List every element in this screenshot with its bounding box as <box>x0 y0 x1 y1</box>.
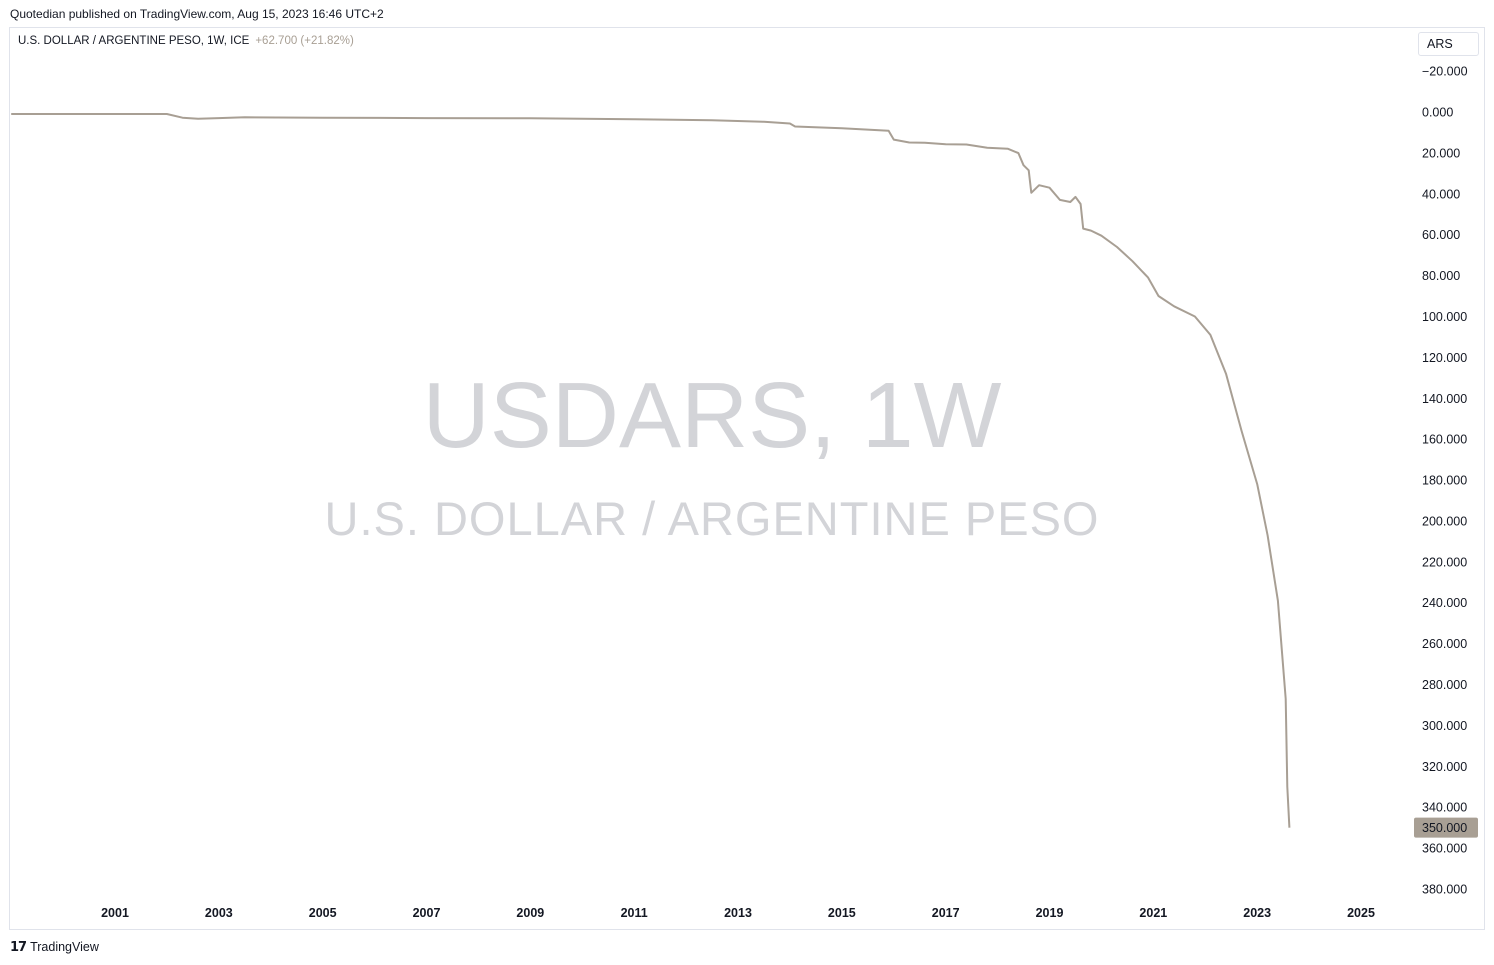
y-tick-label: 380.000 <box>1422 883 1467 897</box>
currency-button[interactable]: ARS <box>1418 32 1479 56</box>
y-tick-label: −20.000 <box>1422 65 1468 79</box>
x-tick-label: 2017 <box>932 906 960 920</box>
last-price-badge <box>1414 817 1478 838</box>
x-tick-label: 2025 <box>1347 906 1375 920</box>
y-tick-label: 260.000 <box>1422 637 1467 651</box>
x-tick-label: 2021 <box>1139 906 1167 920</box>
y-tick-label: 280.000 <box>1422 678 1467 692</box>
y-tick-label: 320.000 <box>1422 760 1467 774</box>
y-tick-label: 220.000 <box>1422 555 1467 569</box>
y-tick-label: 40.000 <box>1422 187 1460 201</box>
y-tick-label: 100.000 <box>1422 310 1467 324</box>
y-axis: −20.000 0.000 20.000 40.000 60.000 80.000 100.… <box>1422 65 1468 897</box>
x-tick-label: 2009 <box>516 906 544 920</box>
x-tick-label: 2023 <box>1243 906 1271 920</box>
x-tick-label: 2019 <box>1036 906 1064 920</box>
tradingview-logo-icon: 𝟭𝟳 <box>10 939 27 954</box>
series-line <box>11 113 1291 828</box>
footer: 𝟭𝟳 TradingView <box>10 939 99 955</box>
y-tick-label: 120.000 <box>1422 351 1467 365</box>
y-tick-label: 160.000 <box>1422 433 1467 447</box>
y-tick-label: 140.000 <box>1422 392 1467 406</box>
legend-symbol: U.S. DOLLAR / ARGENTINE PESO, 1W, ICE <box>18 35 250 47</box>
y-tick-label: 60.000 <box>1422 228 1460 242</box>
y-tick-label: 80.000 <box>1422 269 1460 283</box>
chart-frame <box>9 27 1485 930</box>
footer-brand: TradingView <box>30 940 99 954</box>
chart-legend: U.S. DOLLAR / ARGENTINE PESO, 1W, ICE +62… <box>18 35 354 47</box>
x-tick-label: 2005 <box>309 906 337 920</box>
y-tick-label: 180.000 <box>1422 474 1467 488</box>
x-tick-label: 2007 <box>413 906 441 920</box>
y-tick-label: 240.000 <box>1422 596 1467 610</box>
x-tick-label: 2013 <box>724 906 752 920</box>
x-tick-label: 2015 <box>828 906 856 920</box>
y-tick-label: 0.000 <box>1422 106 1453 120</box>
x-tick-label: 2001 <box>101 906 129 920</box>
y-tick-label: 300.000 <box>1422 719 1467 733</box>
last-price-label: 350.000 <box>1422 821 1467 835</box>
last-price-marker: 350.000 <box>1414 817 1478 838</box>
x-tick-label: 2003 <box>205 906 233 920</box>
watermark-name: U.S. DOLLAR / ARGENTINE PESO <box>325 492 1100 545</box>
y-tick-label: 360.000 <box>1422 842 1467 856</box>
publisher-line: Quotedian published on TradingView.com, … <box>10 7 384 21</box>
x-tick-label: 2011 <box>621 906 648 920</box>
y-tick-label: 340.000 <box>1422 801 1467 815</box>
watermark-ticker: USDARS, 1W <box>423 363 1002 467</box>
legend-change: +62.700 (+21.82%) <box>255 35 354 47</box>
y-tick-label: 200.000 <box>1422 514 1467 528</box>
y-tick-label: 20.000 <box>1422 146 1460 160</box>
x-axis: 2001 2003 2005 2007 2009 2011 2013 2015 2017 2019… <box>101 906 1375 920</box>
